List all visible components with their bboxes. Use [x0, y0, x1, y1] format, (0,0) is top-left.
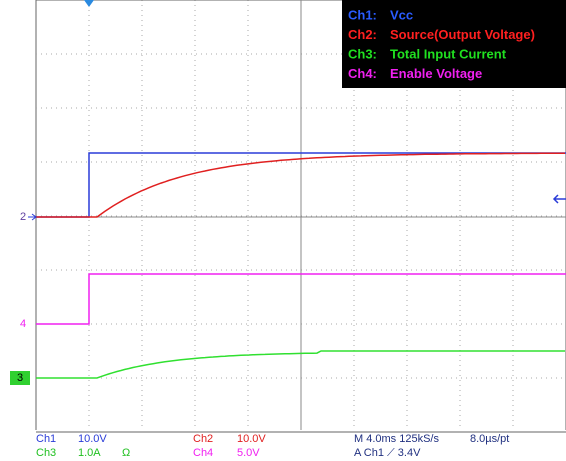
status-text: Ω	[122, 447, 130, 456]
status-text: Ch1	[36, 433, 56, 445]
status-text: A Ch1 ⟋ 3.4V	[354, 447, 421, 456]
legend-label: Vcc	[390, 7, 413, 22]
status-text: 1.0A	[78, 447, 101, 456]
ch4-trace	[36, 273, 566, 325]
legend-channel: Ch1:	[348, 7, 377, 22]
ch2-trace	[36, 152, 565, 218]
ch2-marker: 2	[20, 211, 26, 223]
status-text: Ch2	[193, 433, 213, 445]
status-bar: Ch1 10.0V Ch2 10.0V M 4.0ms 125kS/s 8.0µs/pt C…	[36, 433, 509, 459]
legend-box	[342, 0, 566, 88]
status-text: 10.0V	[78, 433, 107, 445]
legend-channel: Ch3:	[348, 46, 377, 61]
legend-channel: Ch4:	[348, 66, 377, 81]
legend-label: Source(Output Voltage)	[390, 27, 535, 42]
legend-label: Total Input Current	[390, 46, 507, 61]
legend-label: Enable Voltage	[390, 66, 482, 81]
legend-channel: Ch2:	[348, 27, 377, 42]
ch3-marker-box	[10, 371, 30, 385]
trigger-marker	[84, 0, 94, 7]
status-text: 5.0V	[237, 447, 260, 456]
legend: Ch1: Vcc Ch2: Source(Output Voltage) Ch3: Tot…	[348, 7, 535, 81]
status-text: Ch3	[36, 447, 56, 456]
ch3-trace	[36, 350, 565, 379]
ch4-marker: 4	[20, 318, 26, 330]
ch2-ref-arrow	[28, 213, 37, 221]
status-text: 10.0V	[237, 433, 266, 445]
trigger-level	[552, 194, 566, 204]
ch3-marker: 3	[17, 372, 23, 384]
status-text: M 4.0ms 125kS/s	[354, 433, 439, 445]
status-text: Ch4	[193, 447, 213, 456]
status-text: 8.0µs/pt	[470, 433, 509, 445]
